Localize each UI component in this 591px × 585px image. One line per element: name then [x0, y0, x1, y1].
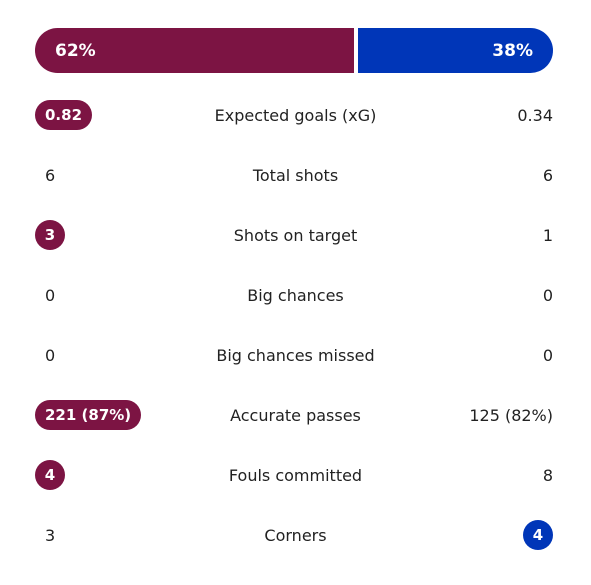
- stat-home-value: 0: [45, 285, 56, 305]
- stat-home-highlight-pill: 3: [35, 220, 65, 250]
- stat-row: Big chances 0 0: [0, 277, 591, 313]
- stat-label: Corners: [264, 525, 327, 545]
- stat-home-value: 0: [45, 345, 56, 365]
- stat-away-value: 6: [542, 165, 553, 185]
- stat-label: Big chances missed: [216, 345, 375, 365]
- stat-home-highlight-pill: 4: [35, 460, 65, 490]
- stat-home-highlight-pill: 221 (87%): [35, 400, 142, 430]
- stat-away-value: 0: [542, 285, 553, 305]
- stat-row: Fouls committed 4 8: [0, 457, 591, 493]
- stat-away-value: 0.34: [517, 105, 553, 125]
- stat-row: Total shots 6 6: [0, 157, 591, 193]
- possession-away-segment: 38%: [357, 28, 553, 73]
- stat-label: Accurate passes: [230, 405, 361, 425]
- stat-away-value: 125 (82%): [469, 405, 553, 425]
- stat-away-value: 4: [523, 517, 553, 553]
- stat-home-value: 6: [45, 165, 56, 185]
- stat-away-value: 1: [542, 225, 553, 245]
- stat-label: Fouls committed: [228, 465, 363, 485]
- stat-label: Shots on target: [233, 225, 358, 245]
- stat-home-value: 221 (87%): [35, 397, 142, 433]
- stat-label: Expected goals (xG): [214, 105, 377, 125]
- stat-row: Corners 3 4: [0, 517, 591, 553]
- stat-row: Shots on target 3 1: [0, 217, 591, 253]
- stat-label: Total shots: [252, 165, 339, 185]
- stat-away-value: 0: [542, 345, 553, 365]
- stat-home-highlight-pill: 0.82: [35, 100, 93, 130]
- stat-row: Accurate passes 221 (87%) 125 (82%): [0, 397, 591, 433]
- stat-home-value: 3: [45, 525, 56, 545]
- stat-away-highlight-pill: 4: [523, 520, 553, 550]
- possession-bar: 62% 38%: [35, 28, 553, 73]
- stat-away-value: 8: [542, 465, 553, 485]
- stat-label: Big chances: [247, 285, 344, 305]
- stat-home-value: 4: [35, 457, 65, 493]
- possession-home-segment: 62%: [35, 28, 354, 73]
- stat-home-value: 0.82: [35, 97, 93, 133]
- stat-home-value: 3: [35, 217, 65, 253]
- stat-row: Big chances missed 0 0: [0, 337, 591, 373]
- stat-row: Expected goals (xG) 0.82 0.34: [0, 97, 591, 133]
- possession-home-value: 62%: [55, 40, 96, 61]
- possession-away-value: 38%: [492, 40, 533, 61]
